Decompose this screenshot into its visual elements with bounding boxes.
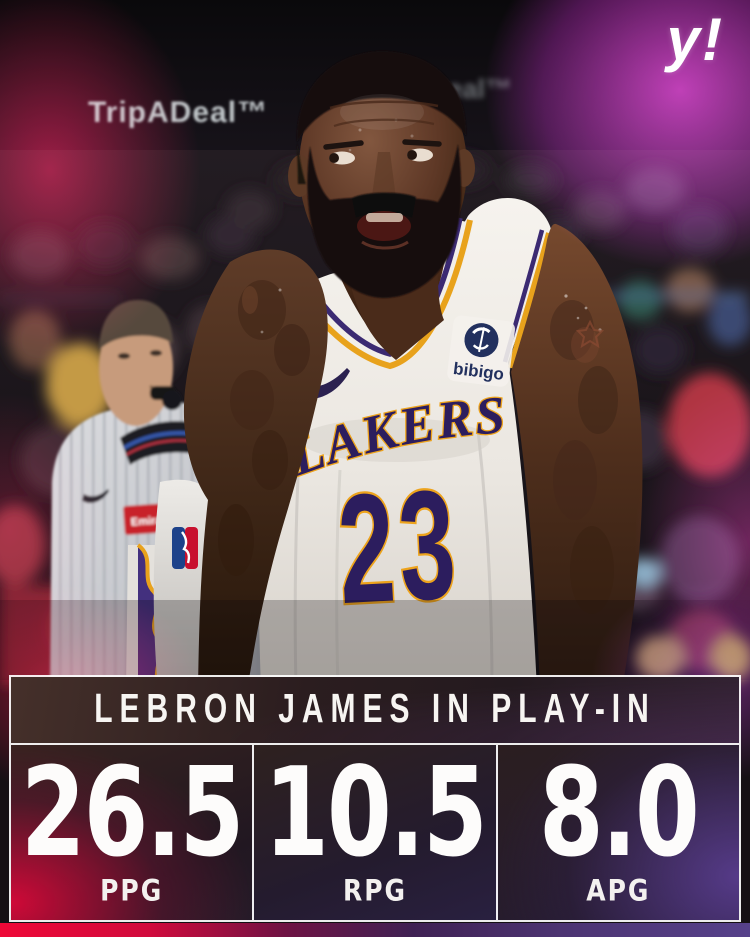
stat-value-apg: 8.0 [538, 741, 700, 885]
stat-label-ppg: PPG [100, 873, 164, 908]
bottom-gradient-strip [0, 923, 750, 937]
stats-panel-title: LEBRON JAMES IN PLAY-IN [94, 687, 656, 732]
stats-row: 26.5 PPG 10.5 RPG 8.0 APG [11, 745, 739, 920]
player-hair [296, 51, 467, 142]
bibigo-patch: bibigo [447, 315, 515, 387]
arena-sign-tripadeal: TripADeal™ [88, 96, 268, 129]
stat-cell-ppg: 26.5 PPG [11, 741, 253, 920]
stat-label-apg: APG [586, 873, 651, 908]
stat-value-ppg: 26.5 [20, 741, 244, 885]
stat-cell-rpg: 10.5 RPG [252, 741, 496, 920]
stat-label-rpg: RPG [342, 873, 408, 908]
yahoo-logo: y! [666, 6, 724, 73]
stat-value-rpg: 10.5 [264, 741, 487, 885]
stats-panel: LEBRON JAMES IN PLAY-IN 26.5 PPG 10.5 RP… [9, 675, 741, 922]
player-head [288, 51, 475, 360]
jersey-number: 23 [334, 457, 464, 637]
stat-cell-apg: 8.0 APG [495, 741, 739, 920]
referee-nike-logo [82, 489, 109, 503]
stats-panel-header: LEBRON JAMES IN PLAY-IN [11, 677, 739, 745]
nba-logo [172, 527, 198, 569]
